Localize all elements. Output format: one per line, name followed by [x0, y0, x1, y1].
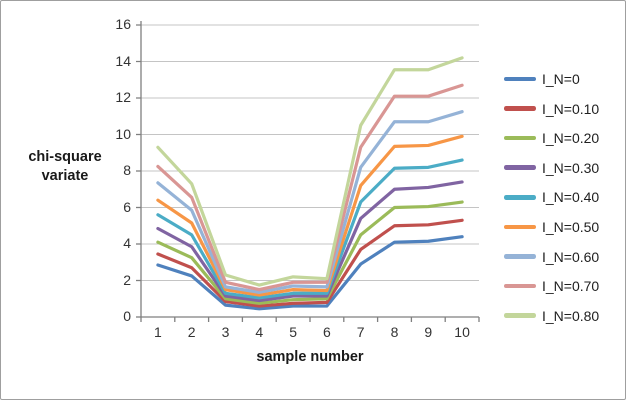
series-line-I_N=0.20: [156, 200, 464, 305]
legend-label: I_N=0.10: [542, 100, 600, 117]
legend-swatch-icon: [504, 165, 536, 171]
legend-label: I_N=0.20: [542, 130, 600, 147]
x-axis-title: sample number: [256, 349, 364, 365]
y-tick-label-2: 2: [123, 271, 131, 288]
y-tick-label-8: 8: [123, 162, 131, 178]
series-line-I_N=0.60: [156, 110, 464, 294]
legend-item-I_N=0.80: I_N=0.80: [504, 307, 599, 325]
series-line-I_N=0.40: [156, 158, 464, 300]
series-line-I_N=0.70: [156, 83, 464, 292]
y-tick-label-4: 4: [123, 235, 131, 251]
series-line-I_N=0.10: [156, 218, 464, 308]
legend-swatch-icon: [504, 135, 536, 141]
legend-swatch-icon: [504, 283, 536, 289]
series-line-I_N=0.50: [156, 134, 464, 297]
legend-item-I_N=0.60: I_N=0.60: [504, 248, 599, 266]
y-tick-label-14: 14: [115, 52, 131, 69]
legend-swatch-icon: [504, 313, 536, 319]
legend-label: I_N=0.60: [542, 248, 600, 265]
y-axis-title-line1: chi-square: [28, 149, 102, 165]
legend-label: I_N=0.80: [542, 307, 600, 324]
x-tick-label-9: 9: [424, 324, 433, 340]
x-tick-label-5: 5: [289, 324, 297, 340]
x-tick-label-7: 7: [356, 324, 365, 340]
y-tick-label-16: 16: [115, 16, 131, 32]
x-tick-label-3: 3: [221, 324, 230, 340]
legend: I_N=0 I_N=0.10 I_N=0.20 I_N=0.30 I_N=0.40 I_N…: [504, 70, 599, 336]
series-line-I_N=0.30: [156, 180, 464, 303]
legend-swatch-icon: [504, 195, 536, 200]
x-tick-label-8: 8: [390, 324, 399, 340]
legend-item-I_N=0.30: I_N=0.30: [504, 159, 599, 177]
y-axis-title: chi-square variate: [19, 148, 111, 186]
legend-label: I_N=0.30: [542, 159, 600, 176]
legend-label: I_N=0.50: [542, 218, 600, 235]
y-tick-label-12: 12: [115, 89, 131, 105]
legend-label: I_N=0.70: [542, 278, 600, 295]
legend-item-I_N=0.70: I_N=0.70: [504, 277, 599, 295]
y-tick-label-0: 0: [123, 308, 131, 324]
x-tick-label-10: 10: [454, 324, 470, 340]
series-line-I_N=0: [156, 235, 464, 311]
legend-item-I_N=0.10: I_N=0.10: [504, 100, 599, 118]
y-tick-label-10: 10: [115, 125, 131, 142]
legend-swatch-icon: [504, 106, 536, 111]
legend-label: I_N=0: [542, 71, 580, 87]
legend-item-I_N=0: I_N=0: [504, 70, 599, 88]
legend-swatch-icon: [504, 224, 536, 230]
x-tick-label-6: 6: [322, 324, 331, 340]
y-axis-title-line2: variate: [41, 168, 89, 184]
x-tick-label-2: 2: [187, 324, 196, 340]
legend-swatch-icon: [504, 76, 536, 82]
legend-label: I_N=0.40: [542, 189, 600, 206]
y-tick-label-6: 6: [123, 198, 131, 215]
legend-item-I_N=0.50: I_N=0.50: [504, 218, 599, 236]
legend-item-I_N=0.20: I_N=0.20: [504, 129, 599, 147]
x-tick-label-1: 1: [153, 324, 162, 340]
x-tick-label-4: 4: [255, 324, 264, 340]
legend-item-I_N=0.40: I_N=0.40: [504, 188, 599, 206]
legend-swatch-icon: [504, 254, 536, 259]
series-line-I_N=0.80: [156, 56, 464, 287]
